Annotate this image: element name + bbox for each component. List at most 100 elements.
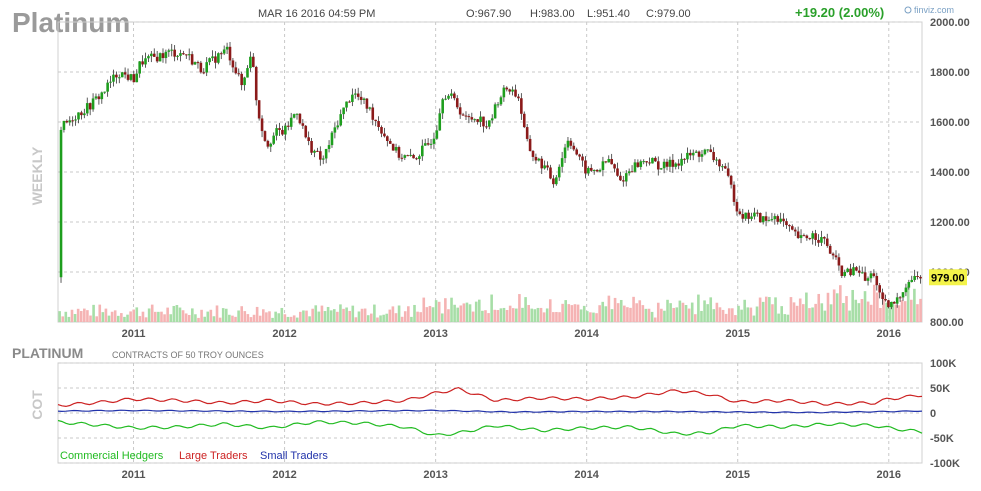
volume-bar <box>629 307 632 322</box>
candle-body <box>511 89 514 92</box>
cot-x-tick-label: 2015 <box>725 469 749 481</box>
volume-bar <box>789 297 793 322</box>
candle-body <box>613 164 616 169</box>
volume-bar <box>262 309 265 322</box>
volume-bar <box>197 317 200 322</box>
candle-body <box>677 163 680 166</box>
candle-body <box>115 74 118 78</box>
cot-x-axis: 2011 2012 2013 2014 2015 2016 <box>122 469 901 481</box>
volume-bar <box>724 313 728 322</box>
candle-body <box>674 163 678 167</box>
volume-bar <box>863 291 867 322</box>
price-x-tick-label: 2012 <box>272 328 296 340</box>
volume-bar <box>237 310 240 322</box>
candle-body <box>604 161 608 163</box>
candle-body <box>319 151 322 160</box>
volume-bar <box>854 299 858 322</box>
candle-body <box>406 155 410 157</box>
candle-body <box>823 237 826 239</box>
candle-body <box>415 158 418 160</box>
volume-bar <box>129 311 132 322</box>
volume-bar <box>354 317 358 322</box>
candle-body <box>304 125 308 138</box>
volume-bar <box>879 307 882 322</box>
candle-body <box>901 292 905 298</box>
candle-body <box>403 155 407 158</box>
volume-bar <box>635 303 638 322</box>
price-y-tick-label: 1800.00 <box>930 67 970 79</box>
volume-bar <box>120 313 123 322</box>
volume-bar <box>413 304 416 322</box>
candle-body <box>377 121 380 128</box>
candle-body <box>785 221 788 226</box>
candle-body <box>432 138 436 144</box>
price-y-tick-label: 800.00 <box>930 317 964 329</box>
candle-body <box>499 97 503 105</box>
candle-body <box>420 145 424 157</box>
cot-x-tick-label: 2013 <box>423 469 447 481</box>
candle-body <box>286 125 290 127</box>
candle-body <box>866 278 870 281</box>
volume-bar <box>478 299 481 322</box>
candle-body <box>875 275 879 286</box>
candle-body <box>219 53 223 55</box>
cot-panel: PLATINUM CONTRACTS OF 50 TROY OUNCES COT… <box>12 345 960 481</box>
volume-bar <box>434 300 438 322</box>
volume-bar <box>703 300 706 322</box>
candle-body <box>814 233 817 240</box>
candle-body <box>575 149 579 155</box>
candle-body <box>744 212 747 219</box>
volume-bar <box>623 305 626 322</box>
candle-body <box>68 120 72 123</box>
volume-bar <box>564 300 567 322</box>
volume-bar <box>548 299 552 322</box>
volume-bar <box>731 308 734 322</box>
cot-label: COT <box>29 390 45 420</box>
volume-bar <box>666 299 669 322</box>
candle-body <box>616 168 619 176</box>
volume-bar <box>511 308 515 322</box>
candle-body <box>715 159 718 161</box>
price-y-tick-label: 2000.00 <box>930 17 970 29</box>
candle-body <box>202 72 206 74</box>
volume-bar <box>613 297 617 322</box>
volume-bar <box>632 296 635 322</box>
candle-body <box>622 180 625 182</box>
candle-body <box>560 158 564 167</box>
candle-body <box>80 112 83 116</box>
volume-bar <box>694 314 697 322</box>
candle-body <box>91 98 95 110</box>
volume-bar <box>453 304 456 322</box>
candle-body <box>310 141 313 153</box>
candle-body <box>493 104 497 119</box>
candle-body <box>426 143 430 145</box>
candle-body <box>394 147 398 151</box>
volume-bar <box>805 292 808 322</box>
volume-bar <box>209 309 213 322</box>
candle-body <box>630 171 634 173</box>
volume-bar <box>160 311 163 322</box>
candle-body <box>820 237 823 243</box>
candle-body <box>132 74 136 83</box>
candle-body <box>642 161 646 163</box>
volume-bar <box>502 307 506 322</box>
candle-body <box>184 54 188 56</box>
cot-title: PLATINUM <box>12 345 83 361</box>
header-datetime: MAR 16 2016 04:59 PM <box>258 8 375 20</box>
candle-body <box>441 99 444 114</box>
volume-bar <box>370 313 373 322</box>
volume-bar <box>619 299 623 322</box>
candle-body <box>88 103 92 110</box>
candle-body <box>307 137 310 142</box>
candle-body <box>138 61 141 74</box>
candle-body <box>683 158 686 160</box>
volume-bar <box>906 286 910 322</box>
volume-bar <box>379 315 382 322</box>
candle-body <box>732 184 736 202</box>
candle-body <box>217 53 220 63</box>
volume-bar <box>459 305 463 322</box>
candle-body <box>592 169 596 171</box>
candle-body <box>916 276 919 278</box>
candle-body <box>668 159 672 167</box>
volume-bar <box>154 311 157 322</box>
